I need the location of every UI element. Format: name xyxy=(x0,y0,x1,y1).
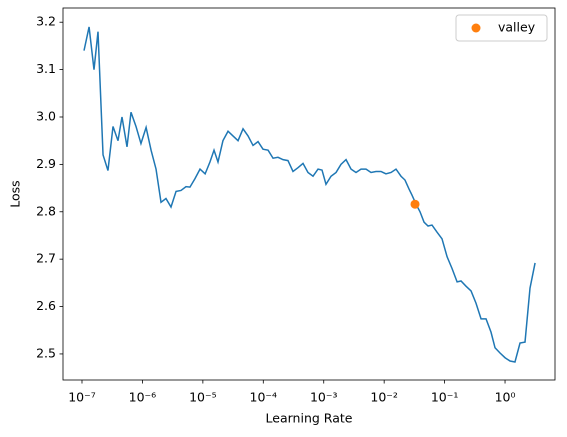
y-tick-label: 2.5 xyxy=(36,345,56,360)
y-tick-label: 2.7 xyxy=(36,251,56,266)
x-axis-label: Learning Rate xyxy=(266,411,353,426)
legend-marker xyxy=(471,23,481,33)
x-tick-label: 10⁻⁵ xyxy=(189,390,217,405)
y-tick-label: 2.8 xyxy=(36,203,56,218)
axes-frame xyxy=(62,7,556,381)
x-tick-label: 10⁻³ xyxy=(310,390,338,405)
x-tick-label: 10⁻⁷ xyxy=(68,390,96,405)
y-tick-label: 2.9 xyxy=(36,156,56,171)
valley-point xyxy=(410,199,420,209)
y-tick-label: 3.2 xyxy=(36,14,56,29)
x-tick-label: 10⁻⁴ xyxy=(250,390,278,405)
legend-label: valley xyxy=(498,20,536,35)
y-axis-label: Loss xyxy=(8,180,23,207)
y-tick-label: 3.0 xyxy=(36,108,56,123)
x-tick-label: 10⁻¹ xyxy=(431,390,459,405)
legend-box xyxy=(455,14,548,42)
y-tick-label: 3.1 xyxy=(36,61,56,76)
y-tick-label: 2.6 xyxy=(36,298,56,313)
loss-line xyxy=(83,26,536,363)
x-tick-label: 10⁻² xyxy=(370,390,398,405)
x-tick-label: 10⁻⁶ xyxy=(129,390,157,405)
x-tick-label: 10⁰ xyxy=(495,390,516,405)
